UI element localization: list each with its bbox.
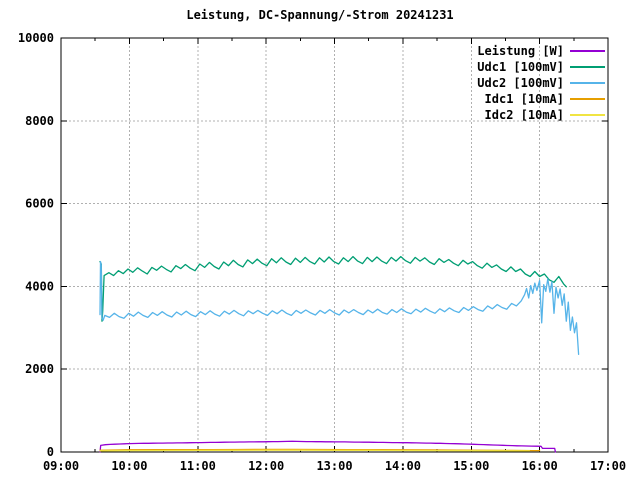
legend-item-leistung: Leistung [W]	[477, 43, 605, 58]
y-tick-label: 4000	[25, 279, 54, 293]
x-tick-label: 11:00	[180, 459, 216, 473]
series-Leistung [W]	[99, 440, 557, 453]
legend-line-sample	[570, 113, 605, 116]
x-tick-label: 17:00	[590, 459, 626, 473]
axis-labels: 09:00 10:00 11:00 12:00 13:00 14:00 15:00 16:00…	[18, 31, 626, 473]
series-Idc2 [10mA]	[99, 449, 531, 452]
legend-item-idc2: Idc2 [10mA]	[484, 107, 605, 122]
series-Udc2 [100mV]	[99, 260, 580, 355]
legend-label: Udc1 [100mV]	[477, 59, 564, 74]
x-tick-label: 14:00	[385, 459, 421, 473]
legend-item-udc1: Udc1 [100mV]	[477, 59, 605, 74]
legend-line-sample	[570, 97, 605, 100]
legend-line-sample	[570, 81, 605, 84]
legend-line-sample	[570, 49, 605, 52]
legend-item-udc2: Udc2 [100mV]	[477, 75, 605, 90]
legend-line-sample	[570, 65, 605, 68]
y-tick-label: 2000	[25, 362, 54, 376]
x-tick-label: 12:00	[248, 459, 284, 473]
axis-ticks	[60, 37, 609, 453]
y-tick-label: 8000	[25, 114, 54, 128]
legend-label: Idc1 [10mA]	[484, 91, 564, 106]
legend-label: Idc2 [10mA]	[484, 107, 564, 122]
y-tick-label: 0	[47, 445, 54, 459]
x-tick-label: 13:00	[316, 459, 352, 473]
legend-label: Leistung [W]	[477, 43, 564, 58]
x-tick-label: 10:00	[111, 459, 147, 473]
x-tick-label: 16:00	[522, 459, 558, 473]
y-tick-label: 10000	[18, 31, 54, 45]
x-tick-label: 15:00	[453, 459, 489, 473]
grid	[61, 38, 608, 452]
x-tick-label: 09:00	[43, 459, 79, 473]
legend-label: Udc2 [100mV]	[477, 75, 564, 90]
y-tick-label: 6000	[25, 197, 54, 211]
legend: Leistung [W] Udc1 [100mV] Udc2 [100mV] I…	[477, 43, 605, 122]
chart-title: Leistung, DC-Spannung/-Strom 20241231	[186, 8, 454, 22]
legend-item-idc1: Idc1 [10mA]	[484, 91, 605, 106]
series-Udc1 [100mV]	[99, 255, 567, 322]
